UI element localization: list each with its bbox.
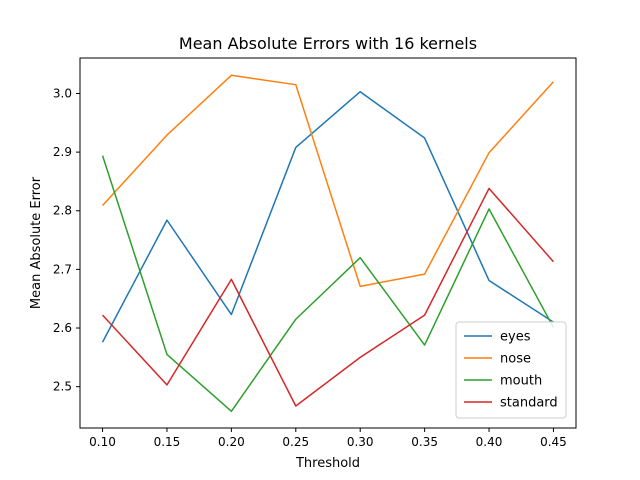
x-tick-label: 0.15 [154,435,181,449]
x-tick-label: 0.30 [347,435,374,449]
x-tick-label: 0.40 [476,435,503,449]
y-tick-label: 2.8 [53,204,72,218]
series-line-mouth [101,155,555,413]
x-tick-label: 0.10 [89,435,116,449]
y-axis: 2.5 2.6 2.7 2.8 2.9 3.0 [53,86,80,394]
y-tick-label: 2.7 [53,262,72,276]
legend-label-standard: standard [500,396,558,411]
plot-frame [79,57,577,429]
x-tick-label: 0.45 [540,435,567,449]
y-tick-label: 3.0 [53,86,72,100]
series-line-eyes [101,90,554,343]
chart-title: Mean Absolute Errors with 16 kernels [179,34,477,53]
x-axis-label: Threshold [295,456,360,471]
legend-label-eyes: eyes [500,330,531,345]
y-tick-label: 2.6 [53,321,72,335]
legend-box [455,321,567,419]
series-lines [101,74,555,413]
x-tick-label: 0.25 [282,435,309,449]
x-tick-label: 0.35 [411,435,438,449]
x-axis: 0.10 0.15 0.20 0.25 0.30 0.35 0.40 0.45 [89,428,567,449]
x-tick-label: 0.20 [218,435,245,449]
legend-label-nose: nose [500,352,531,367]
y-tick-label: 2.5 [53,380,72,394]
legend-label-mouth: mouth [500,374,542,389]
y-axis-label: Mean Absolute Error [29,176,44,309]
legend: eyes nose mouth standard [455,321,567,419]
series-line-standard [101,187,555,407]
series-line-nose [101,74,555,288]
y-tick-label: 2.9 [53,145,72,159]
